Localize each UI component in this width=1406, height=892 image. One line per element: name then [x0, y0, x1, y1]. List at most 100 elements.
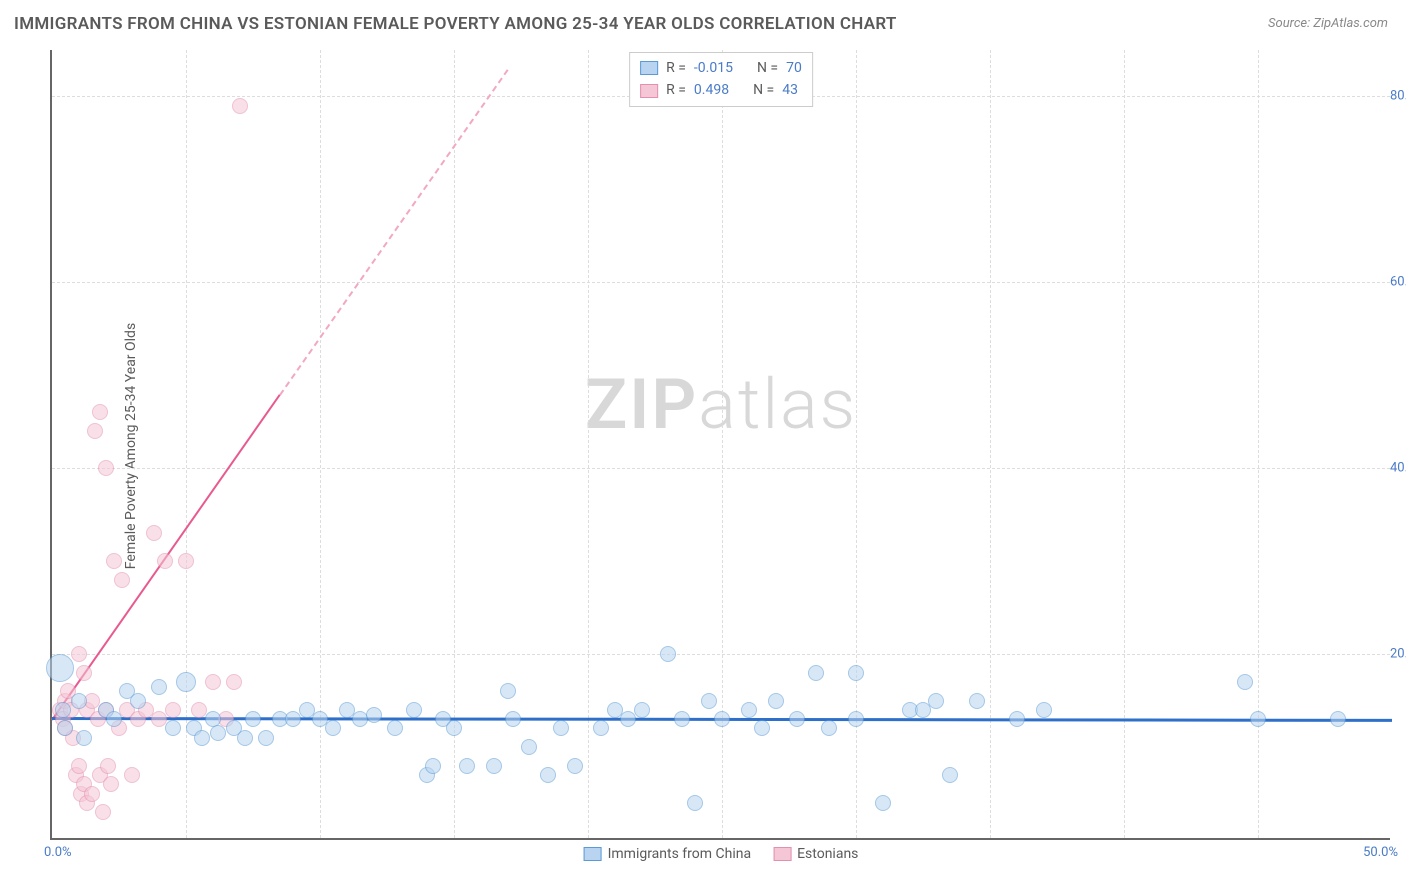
scatter-point-blue: [1250, 711, 1266, 727]
scatter-point-blue: [687, 795, 703, 811]
scatter-point-blue: [425, 758, 441, 774]
scatter-point-blue: [634, 702, 650, 718]
scatter-point-blue: [969, 693, 985, 709]
scatter-point-blue: [808, 665, 824, 681]
scatter-point-blue: [942, 767, 958, 783]
scatter-point-blue: [660, 646, 676, 662]
scatter-point-blue: [130, 693, 146, 709]
scatter-point-blue: [567, 758, 583, 774]
legend-item-pink: Estonians: [773, 846, 858, 862]
watermark-bold: ZIP: [585, 364, 698, 446]
scatter-point-blue: [176, 672, 196, 692]
scatter-point-pink: [98, 460, 114, 476]
scatter-point-pink: [71, 758, 87, 774]
scatter-point-pink: [124, 767, 140, 783]
scatter-point-blue: [245, 711, 261, 727]
chart-title: IMMIGRANTS FROM CHINA VS ESTONIAN FEMALE…: [14, 14, 897, 34]
scatter-point-blue: [446, 720, 462, 736]
scatter-point-pink: [226, 674, 242, 690]
gridline-horizontal: [52, 654, 1390, 655]
scatter-point-pink: [157, 553, 173, 569]
legend-stats-row-blue: R = -0.015 N = 70: [640, 57, 802, 79]
scatter-point-blue: [741, 702, 757, 718]
scatter-point-blue: [46, 654, 74, 682]
swatch-pink-icon: [640, 84, 658, 98]
scatter-point-pink: [114, 572, 130, 588]
scatter-point-pink: [165, 702, 181, 718]
legend-item-blue: Immigrants from China: [584, 846, 752, 862]
scatter-point-blue: [593, 720, 609, 736]
scatter-point-blue: [387, 720, 403, 736]
scatter-point-blue: [821, 720, 837, 736]
swatch-pink-icon: [773, 847, 791, 861]
legend-stats-row-pink: R = 0.498 N = 43: [640, 79, 802, 101]
scatter-point-blue: [754, 720, 770, 736]
legend-stats: R = -0.015 N = 70 R = 0.498 N = 43: [629, 52, 813, 107]
scatter-point-blue: [505, 711, 521, 727]
scatter-point-blue: [521, 739, 537, 755]
swatch-blue-icon: [584, 847, 602, 861]
scatter-point-blue: [151, 679, 167, 695]
legend-label-pink: Estonians: [797, 846, 858, 862]
x-tick-label: 50.0%: [1363, 845, 1398, 860]
scatter-point-blue: [71, 693, 87, 709]
scatter-point-pink: [178, 553, 194, 569]
scatter-point-blue: [1036, 702, 1052, 718]
scatter-point-blue: [486, 758, 502, 774]
scatter-point-blue: [1009, 711, 1025, 727]
scatter-point-blue: [553, 720, 569, 736]
gridline-horizontal: [52, 282, 1390, 283]
scatter-point-blue: [325, 720, 341, 736]
scatter-point-blue: [366, 707, 382, 723]
scatter-point-blue: [165, 720, 181, 736]
n-value-pink: 43: [782, 79, 798, 101]
scatter-point-blue: [57, 720, 73, 736]
scatter-point-pink: [71, 646, 87, 662]
scatter-point-blue: [701, 693, 717, 709]
scatter-point-blue: [714, 711, 730, 727]
scatter-point-blue: [768, 693, 784, 709]
scatter-point-pink: [87, 423, 103, 439]
scatter-point-blue: [928, 693, 944, 709]
scatter-point-pink: [76, 665, 92, 681]
scatter-point-blue: [674, 711, 690, 727]
legend-label-blue: Immigrants from China: [608, 846, 752, 862]
trend-line: [279, 69, 508, 395]
scatter-point-pink: [95, 804, 111, 820]
scatter-point-pink: [232, 98, 248, 114]
scatter-point-blue: [237, 730, 253, 746]
y-tick-label: 60.0%: [1390, 275, 1406, 290]
scatter-point-blue: [848, 665, 864, 681]
scatter-point-pink: [84, 786, 100, 802]
scatter-point-blue: [459, 758, 475, 774]
scatter-point-blue: [106, 711, 122, 727]
r-label: R =: [666, 57, 686, 79]
plot-area: ZIPatlas R = -0.015 N = 70 R = 0.498 N =…: [50, 50, 1390, 840]
n-label: N =: [757, 57, 778, 79]
scatter-point-blue: [406, 702, 422, 718]
y-tick-label: 20.0%: [1390, 647, 1406, 662]
y-tick-label: 40.0%: [1390, 461, 1406, 476]
r-value-pink: 0.498: [694, 79, 729, 101]
r-value-blue: -0.015: [694, 57, 733, 79]
gridline-horizontal: [52, 468, 1390, 469]
y-tick-label: 80.0%: [1390, 89, 1406, 104]
r-label: R =: [666, 79, 686, 101]
watermark: ZIPatlas: [585, 364, 857, 446]
n-label: N =: [753, 79, 774, 101]
scatter-point-blue: [76, 730, 92, 746]
scatter-point-blue: [875, 795, 891, 811]
scatter-point-blue: [789, 711, 805, 727]
scatter-point-pink: [103, 776, 119, 792]
legend-series: Immigrants from China Estonians: [584, 846, 859, 862]
scatter-point-pink: [205, 674, 221, 690]
scatter-point-blue: [55, 702, 71, 718]
scatter-point-pink: [106, 553, 122, 569]
scatter-point-blue: [194, 730, 210, 746]
scatter-point-blue: [258, 730, 274, 746]
scatter-point-blue: [540, 767, 556, 783]
scatter-point-blue: [210, 725, 226, 741]
scatter-point-pink: [92, 404, 108, 420]
n-value-blue: 70: [786, 57, 802, 79]
scatter-point-pink: [100, 758, 116, 774]
